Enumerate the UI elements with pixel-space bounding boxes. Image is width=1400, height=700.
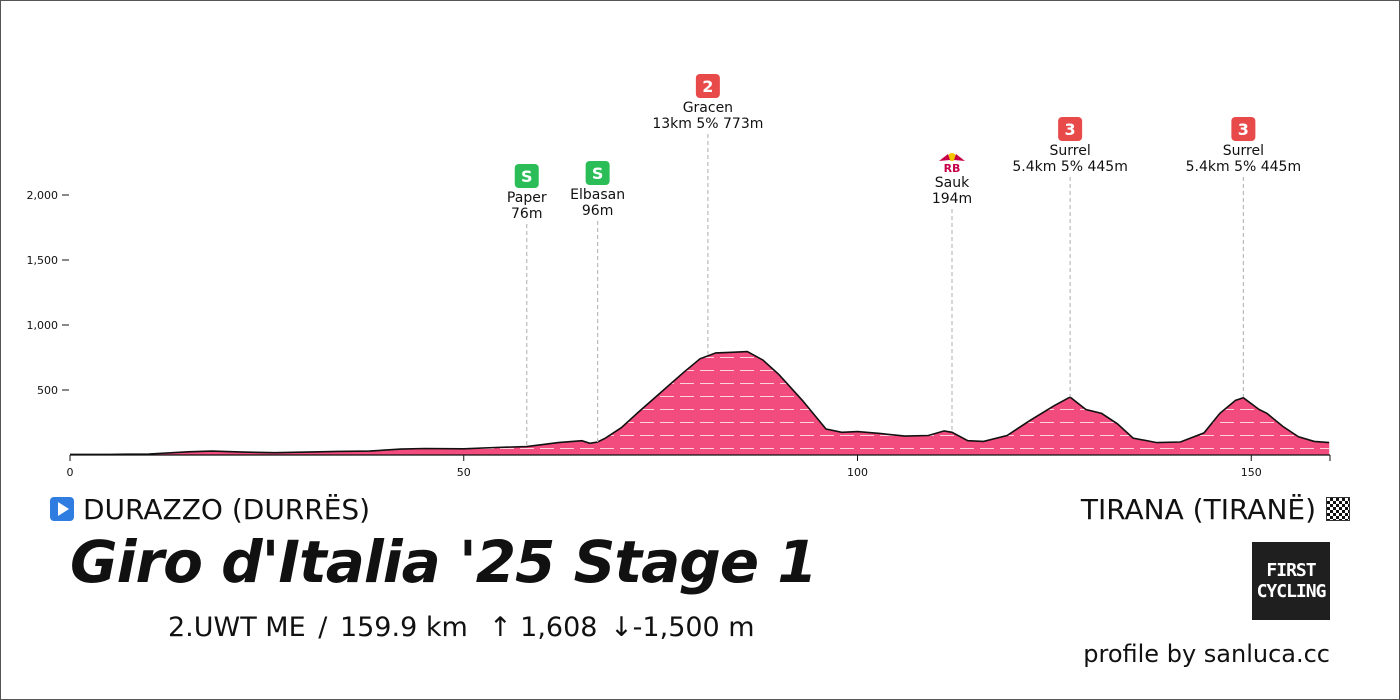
firstcycling-logo: FIRST CYCLING bbox=[1252, 542, 1330, 620]
start-play-icon bbox=[50, 497, 74, 521]
total-ascent: ↑ 1,608 bbox=[488, 612, 598, 643]
point-badge-text: RB bbox=[944, 162, 961, 175]
point-detail: 13km 5% 773m bbox=[652, 116, 763, 132]
x-tick-label: 150 bbox=[1241, 466, 1262, 479]
logo-line-2: CYCLING bbox=[1256, 581, 1327, 602]
point-badge-text: 3 bbox=[1065, 120, 1076, 139]
point-badge-text: 2 bbox=[702, 77, 713, 96]
total-descent: ↓-1,500 m bbox=[610, 612, 755, 643]
point-name: Surrel bbox=[1050, 143, 1091, 159]
x-tick-label: 0 bbox=[67, 466, 74, 479]
point-name: Gracen bbox=[683, 100, 733, 116]
point-badge bbox=[1058, 117, 1083, 141]
y-tick-label: 2,000 bbox=[27, 189, 59, 202]
profile-credit: profile by sanluca.cc bbox=[1083, 640, 1330, 668]
point-badge bbox=[514, 164, 539, 188]
start-name: DURAZZO (DURRËS) bbox=[83, 492, 371, 526]
race-category: 2.UWT ME bbox=[168, 612, 306, 643]
profile-line bbox=[70, 350, 1330, 456]
profile-layer bbox=[70, 350, 1330, 456]
point-name: Surrel bbox=[1223, 143, 1264, 159]
point-badge-text: S bbox=[592, 164, 604, 183]
point-badge bbox=[1231, 117, 1256, 141]
y-tick-label: 1,500 bbox=[27, 254, 59, 267]
stats-separator: / bbox=[318, 612, 328, 643]
point-badge-text: 3 bbox=[1238, 120, 1249, 139]
point-name: Elbasan bbox=[570, 187, 625, 203]
finish-location: TIRANA (TIRANË) bbox=[1081, 492, 1350, 526]
checkered-flag-icon bbox=[1326, 497, 1350, 521]
redbull-icon bbox=[939, 153, 965, 161]
point-detail: 5.4km 5% 445m bbox=[1012, 159, 1127, 175]
stage-title: Giro d'Italia '25 Stage 1 bbox=[70, 528, 818, 596]
x-tick-label: 50 bbox=[457, 466, 471, 479]
x-tick-label: 100 bbox=[847, 466, 868, 479]
point-detail: 5.4km 5% 445m bbox=[1186, 159, 1301, 175]
point-name: Paper bbox=[507, 190, 547, 206]
logo-line-1: FIRST bbox=[1266, 560, 1316, 581]
point-detail: 96m bbox=[582, 203, 613, 219]
point-badge bbox=[695, 74, 720, 98]
finish-name: TIRANA (TIRANË) bbox=[1080, 492, 1316, 526]
stage-distance: 159.9 km bbox=[339, 612, 468, 643]
point-badge-text: S bbox=[521, 167, 533, 186]
profile-stripes bbox=[70, 351, 1330, 455]
point-detail: 76m bbox=[511, 206, 542, 222]
y-tick-label: 1,000 bbox=[27, 319, 59, 332]
start-location: DURAZZO (DURRËS) bbox=[50, 492, 370, 526]
point-badge bbox=[585, 161, 610, 185]
axes-layer: 0 50 100 150 500 1,000 1,500 2,000 bbox=[27, 189, 1331, 479]
point-name: Sauk bbox=[935, 175, 970, 191]
stage-stats: 2.UWT ME / 159.9 km ↑ 1,608 ↓-1,500 m bbox=[168, 612, 759, 643]
point-detail: 194m bbox=[932, 191, 972, 207]
y-tick-label: 500 bbox=[37, 384, 58, 397]
